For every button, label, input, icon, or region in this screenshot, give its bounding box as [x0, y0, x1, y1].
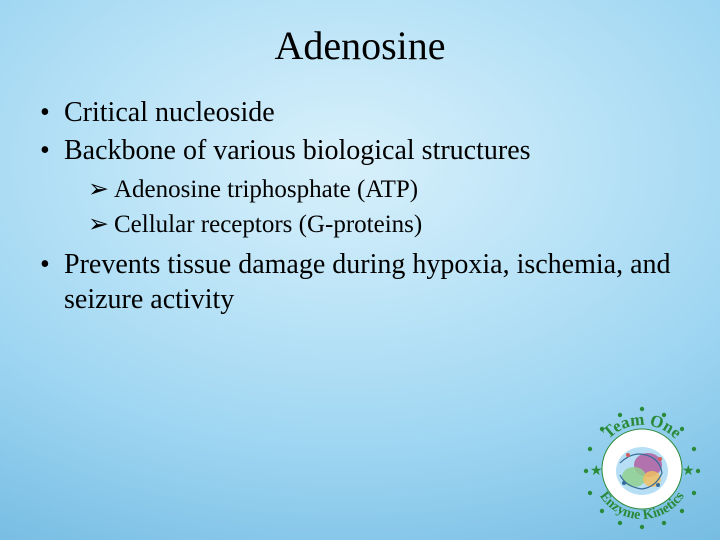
star-icon: ★	[590, 464, 603, 479]
star-icon: ★	[682, 464, 695, 479]
bullet-text: Critical nucleoside	[64, 97, 275, 128]
bullet-list: Critical nucleoside Backbone of various …	[30, 95, 690, 318]
bullet-item: Critical nucleoside	[36, 95, 690, 131]
bullet-item: Prevents tissue damage during hypoxia, i…	[36, 247, 690, 319]
sub-bullet-item: Adenosine triphosphate (ATP)	[88, 173, 690, 206]
bullet-text: Prevents tissue damage during hypoxia, i…	[64, 249, 671, 316]
slide: Adenosine Critical nucleoside Backbone o…	[0, 0, 720, 540]
bullet-item: Backbone of various biological structure…	[36, 133, 690, 241]
sub-bullet-list: Adenosine triphosphate (ATP) Cellular re…	[64, 173, 690, 241]
bullet-text: Backbone of various biological structure…	[64, 135, 531, 166]
team-logo: Team One Enzyme Kinetics ★ ★	[572, 399, 712, 534]
logo-svg: Team One Enzyme Kinetics ★ ★	[572, 399, 712, 534]
sub-bullet-text: Adenosine triphosphate (ATP)	[114, 176, 418, 203]
molecule-icon	[616, 447, 668, 495]
sub-bullet-item: Cellular receptors (G-proteins)	[88, 208, 690, 241]
slide-title: Adenosine	[30, 22, 690, 69]
sub-bullet-text: Cellular receptors (G-proteins)	[114, 211, 422, 238]
